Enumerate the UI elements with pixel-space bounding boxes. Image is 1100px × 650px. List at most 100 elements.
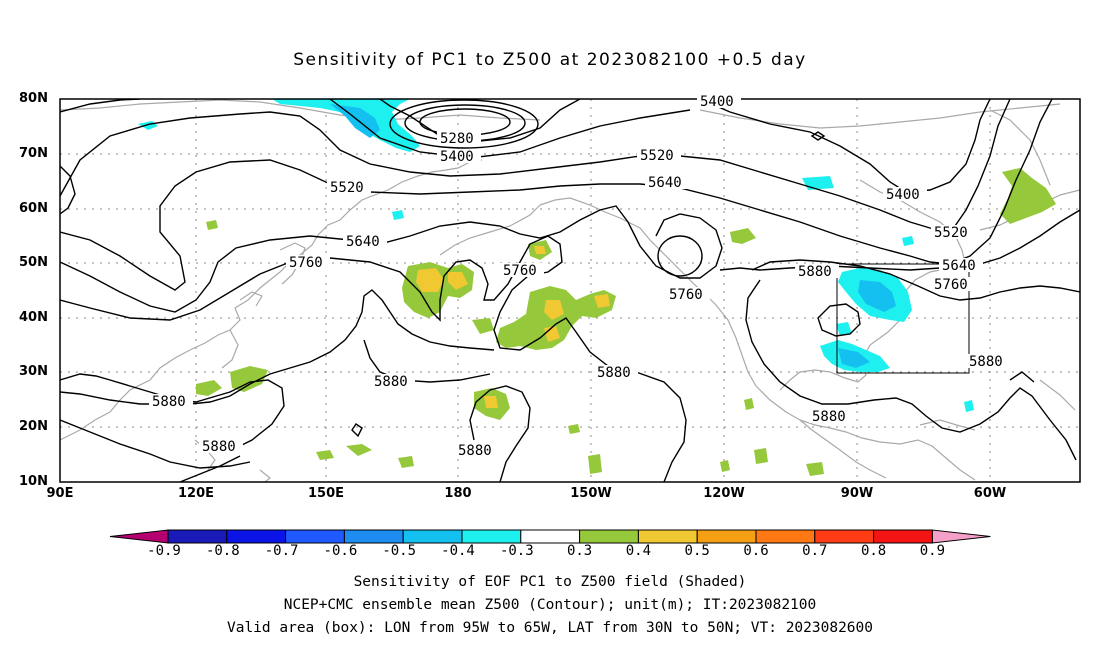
contour-label-5880-c: 5880 bbox=[594, 365, 638, 381]
svg-text:5280: 5280 bbox=[440, 131, 474, 147]
colorbar-swatch bbox=[814, 529, 875, 544]
coastlines bbox=[60, 99, 1080, 482]
lon-label-90e: 90E bbox=[46, 486, 74, 501]
svg-text:5760: 5760 bbox=[289, 255, 323, 271]
svg-text:5880: 5880 bbox=[812, 409, 846, 425]
lon-label-150e: 150E bbox=[307, 486, 345, 501]
lat-label-30n: 30N bbox=[19, 364, 48, 379]
contour-label-5880-e: 5880 bbox=[199, 439, 243, 455]
colorbar-tick-label: 0.7 bbox=[802, 543, 828, 559]
svg-text:5400: 5400 bbox=[700, 94, 734, 110]
colorbar-swatch bbox=[579, 529, 639, 544]
contour-label-5640-c: 5640 bbox=[939, 258, 983, 274]
lat-label-60n: 60N bbox=[19, 201, 48, 216]
contour-label-5760-c: 5760 bbox=[666, 287, 710, 303]
lon-label-180: 180 bbox=[444, 486, 472, 501]
colorbar-tick-label: -0.5 bbox=[382, 543, 417, 559]
contour-label-5760-b: 5760 bbox=[500, 263, 544, 279]
colorbar-tick-label: 0.3 bbox=[566, 543, 593, 559]
colorbar-tick-label: 0.6 bbox=[743, 543, 769, 559]
svg-text:5880: 5880 bbox=[152, 394, 186, 410]
lat-label-40n: 40N bbox=[19, 310, 48, 325]
contour-label-5400-c: 5400 bbox=[883, 187, 927, 203]
contour-labels: 5280 5400 5400 5400 5520 5520 5520 5640 … bbox=[149, 94, 1010, 459]
svg-text:5640: 5640 bbox=[346, 234, 380, 250]
colorbar-swatch bbox=[696, 529, 757, 544]
caption-line-2: NCEP+CMC ensemble mean Z500 (Contour); u… bbox=[283, 597, 817, 613]
svg-text:5400: 5400 bbox=[886, 187, 920, 203]
svg-text:5880: 5880 bbox=[458, 443, 492, 459]
caption-line-3: Valid area (box): LON from 95W to 65W, L… bbox=[226, 620, 873, 636]
lat-label-70n: 70N bbox=[19, 146, 48, 161]
colorbar-tick-label: 0.4 bbox=[625, 543, 652, 559]
colorbar-swatch bbox=[873, 529, 933, 544]
svg-text:5880: 5880 bbox=[798, 264, 832, 280]
colorbar-tick-label: 0.5 bbox=[684, 543, 710, 559]
colorbar-swatch bbox=[755, 529, 816, 544]
contour-label-5400-b: 5400 bbox=[697, 94, 741, 110]
contour-label-5400-a: 5400 bbox=[437, 149, 481, 165]
valid-area-box bbox=[836, 263, 970, 374]
colorbar-swatch bbox=[637, 529, 698, 544]
lon-label-120e: 120E bbox=[177, 486, 215, 501]
map-title: Sensitivity of PC1 to Z500 at 2023082100… bbox=[293, 50, 807, 70]
contour-label-5760-d: 5760 bbox=[931, 277, 975, 293]
lat-label-50n: 50N bbox=[19, 255, 48, 270]
colorbar-swatch bbox=[343, 529, 404, 544]
caption-line-1: Sensitivity of EOF PC1 to Z500 field (Sh… bbox=[353, 574, 747, 590]
lat-label-20n: 20N bbox=[19, 419, 48, 434]
contour-label-5640-b: 5640 bbox=[645, 175, 689, 191]
svg-text:5880: 5880 bbox=[597, 365, 631, 381]
svg-text:5400: 5400 bbox=[440, 149, 474, 165]
svg-text:5880: 5880 bbox=[969, 354, 1003, 370]
colorbar-tick-label: -0.4 bbox=[441, 543, 475, 559]
svg-text:5760: 5760 bbox=[934, 277, 968, 293]
svg-text:5520: 5520 bbox=[640, 148, 674, 164]
colorbar-swatch bbox=[520, 529, 581, 544]
colorbar-swatch bbox=[285, 529, 345, 544]
colorbar-swatch bbox=[167, 529, 228, 544]
lat-label-80n: 80N bbox=[19, 91, 48, 106]
svg-text:5640: 5640 bbox=[648, 175, 682, 191]
z500-contours bbox=[60, 99, 1080, 482]
colorbar-swatch bbox=[402, 529, 463, 544]
svg-text:5760: 5760 bbox=[503, 263, 537, 279]
contour-label-5880-g: 5880 bbox=[809, 409, 853, 425]
contour-label-5880-b: 5880 bbox=[371, 374, 415, 390]
contour-label-5520-c: 5520 bbox=[931, 225, 975, 241]
contour-label-5880-f: 5880 bbox=[455, 443, 499, 459]
svg-text:5760: 5760 bbox=[669, 287, 703, 303]
colorbar-max-arrow bbox=[931, 529, 991, 544]
colorbar-tick-label: -0.3 bbox=[499, 543, 534, 559]
contour-label-5880-h: 5880 bbox=[966, 354, 1010, 370]
svg-text:5640: 5640 bbox=[942, 258, 976, 274]
contour-label-5760-a: 5760 bbox=[286, 255, 330, 271]
contour-label-5880-d: 5880 bbox=[149, 394, 193, 410]
colorbar-tick-label: 0.9 bbox=[919, 543, 946, 559]
colorbar-min-arrow bbox=[109, 529, 169, 544]
colorbar bbox=[109, 529, 991, 544]
svg-text:5520: 5520 bbox=[330, 180, 364, 196]
lat-label-10n: 10N bbox=[19, 474, 48, 489]
colorbar-tick-label: 0.8 bbox=[860, 543, 887, 559]
lon-label-60w: 60W bbox=[973, 486, 1007, 501]
contour-label-5640-a: 5640 bbox=[343, 234, 387, 250]
svg-text:5880: 5880 bbox=[202, 439, 236, 455]
colorbar-tick-label: -0.9 bbox=[147, 543, 181, 559]
contour-label-5520-b: 5520 bbox=[637, 148, 681, 164]
colorbar-swatch bbox=[461, 529, 522, 544]
sensitivity-shading bbox=[138, 99, 1056, 476]
svg-text:5520: 5520 bbox=[934, 225, 968, 241]
colorbar-tick-label: -0.7 bbox=[264, 543, 299, 559]
plot-frame bbox=[59, 98, 1081, 483]
svg-text:5880: 5880 bbox=[374, 374, 408, 390]
colorbar-tick-label: -0.6 bbox=[323, 543, 358, 559]
colorbar-tick-label: -0.8 bbox=[205, 543, 240, 559]
contour-label-5520-a: 5520 bbox=[327, 180, 371, 196]
lon-label-90w: 90W bbox=[840, 486, 874, 501]
lon-label-120w: 120W bbox=[703, 486, 745, 501]
colorbar-swatch bbox=[226, 529, 287, 544]
contour-label-5280: 5280 bbox=[437, 131, 481, 147]
lon-label-150w: 150W bbox=[570, 486, 612, 501]
